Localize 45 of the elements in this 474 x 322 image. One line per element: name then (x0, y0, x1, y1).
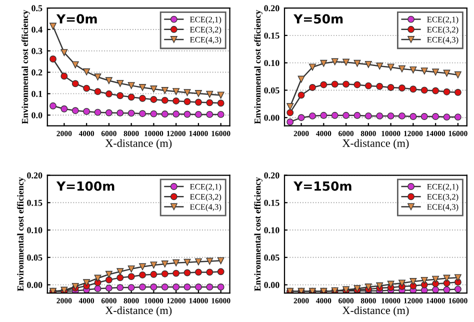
legend-label: ECE(4,3) (427, 204, 458, 212)
y-tick-label: 0.20 (264, 172, 280, 179)
legend-label: ECE(2,1) (427, 184, 458, 192)
y-tick-label: 0.0 (32, 112, 42, 118)
y-tick-label: 0.15 (27, 200, 42, 206)
legend-label: ECE(4,3) (190, 204, 222, 212)
y-axis-title: Environmental cost efficiency (254, 10, 262, 124)
y-tick-label: 0.10 (264, 227, 280, 234)
y-tick-label: 0.00 (27, 282, 42, 288)
x-axis-title: X-distance (m) (342, 139, 409, 150)
x-axis-title: X-distance (m) (105, 306, 172, 316)
y-tick-label: 0.20 (27, 172, 42, 179)
y-axis-title: Environmental cost efficiency (254, 177, 262, 292)
legend-label: ECE(3,2) (427, 194, 458, 202)
legend-label: ECE(2,1) (190, 16, 222, 24)
y-tick-label: 0.05 (264, 254, 280, 261)
y-tick-label: 0.05 (27, 254, 42, 261)
y-tick-label: 0.15 (264, 32, 280, 39)
y-axis-title: Environmental cost efficiency (22, 10, 30, 124)
y-tick-label: 0.3 (32, 48, 42, 54)
y-tick-label: 0.4 (32, 26, 42, 33)
y-tick-label: 0.10 (27, 227, 42, 234)
x-axis-title: X-distance (m) (342, 306, 409, 316)
legend-label: ECE(4,3) (427, 36, 458, 44)
legend-label: ECE(2,1) (190, 184, 222, 192)
y-tick-label: 0.10 (264, 60, 280, 66)
y-tick-label: 0.00 (264, 114, 280, 121)
annotation: Y=50m (294, 14, 343, 24)
legend-label: ECE(4,3) (190, 36, 222, 44)
y-tick-label: 0.20 (264, 5, 280, 12)
annotation: Y=0m (56, 14, 97, 24)
y-tick-label: 0.5 (32, 5, 42, 12)
annotation: Y=150m (294, 181, 352, 191)
y-tick-label: 0.1 (32, 90, 42, 97)
legend-label: ECE(3,2) (190, 26, 222, 34)
y-tick-label: 0.15 (264, 200, 280, 206)
y-tick-label: 0.00 (264, 282, 280, 288)
y-axis-title: Environmental cost efficiency (17, 177, 26, 292)
annotation: Y=100m (56, 181, 114, 191)
y-tick-label: 0.2 (32, 69, 42, 76)
legend-label: ECE(3,2) (190, 194, 222, 202)
legend-label: ECE(3,2) (427, 26, 458, 34)
y-tick-label: 0.05 (264, 87, 280, 94)
legend-label: ECE(2,1) (427, 16, 458, 24)
x-axis-title: X-distance (m) (105, 139, 172, 150)
